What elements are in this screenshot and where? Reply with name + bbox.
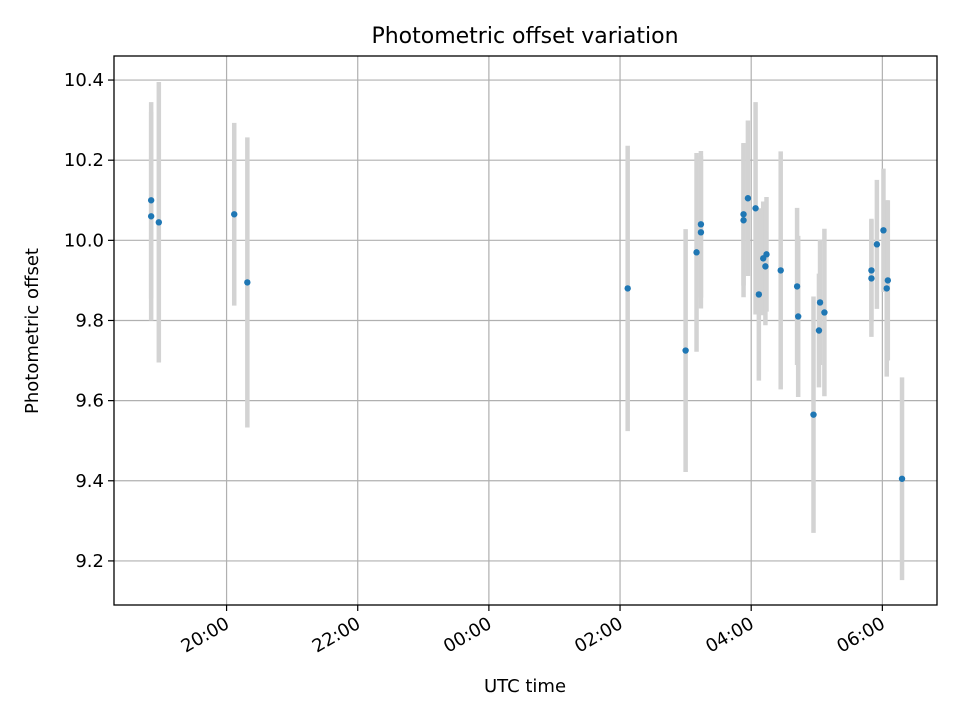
y-tick-label: 10.0 <box>64 230 104 251</box>
x-tick-label: 06:00 <box>833 613 888 657</box>
data-point <box>898 475 906 482</box>
data-point <box>810 411 817 418</box>
errorbar-group <box>148 82 905 581</box>
data-point <box>868 267 875 274</box>
data-point <box>740 217 747 224</box>
x-axis: 20:00 22:00 00:00 02:00 04:00 06:00 <box>178 605 889 657</box>
data-point <box>693 249 700 256</box>
data-point <box>762 263 769 270</box>
data-point <box>682 347 689 354</box>
point-group <box>147 195 906 482</box>
data-point <box>883 285 890 292</box>
data-point <box>155 219 163 226</box>
data-point <box>763 251 770 258</box>
x-tick-label: 22:00 <box>309 613 364 657</box>
x-tick-label: 20:00 <box>178 613 233 657</box>
data-point <box>873 241 881 248</box>
data-point <box>697 229 705 236</box>
data-point <box>793 283 801 290</box>
data-point <box>244 279 251 286</box>
data-point <box>147 197 155 204</box>
data-point <box>231 211 238 218</box>
data-point <box>794 313 802 320</box>
y-tick-label: 9.8 <box>75 310 104 331</box>
y-tick-label: 9.6 <box>75 391 104 412</box>
data-point <box>744 195 752 202</box>
x-tick-label: 04:00 <box>702 613 757 657</box>
data-point <box>880 227 887 234</box>
data-point <box>740 211 747 218</box>
y-tick-label: 10.2 <box>64 150 104 171</box>
data-point <box>816 299 824 306</box>
data-point <box>624 285 631 292</box>
x-tick-label: 02:00 <box>571 613 626 657</box>
data-point <box>815 327 823 334</box>
data-point <box>821 309 828 316</box>
data-point <box>755 291 763 298</box>
plot-frame <box>113 55 938 606</box>
data-point <box>147 213 155 220</box>
data-point <box>868 275 875 282</box>
data-point <box>777 267 784 274</box>
data-point <box>697 221 705 228</box>
y-axis: 9.2 9.4 9.6 9.8 10.0 10.2 10.4 <box>64 70 114 572</box>
data-point <box>752 205 759 212</box>
x-axis-label: UTC time <box>484 676 566 697</box>
y-axis-label: Photometric offset <box>22 248 43 414</box>
chart-title: Photometric offset variation <box>371 24 678 49</box>
y-tick-label: 9.2 <box>75 551 104 572</box>
y-tick-label: 10.4 <box>64 70 104 91</box>
data-point <box>884 277 892 284</box>
x-tick-label: 00:00 <box>440 613 495 657</box>
y-tick-label: 9.4 <box>75 471 104 492</box>
